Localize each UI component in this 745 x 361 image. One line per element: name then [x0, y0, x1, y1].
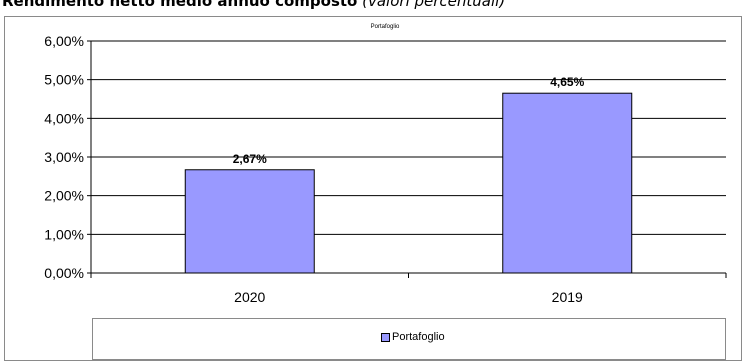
y-axis-ticks: 0,00% 1,00% 2,00% 3,00% 4,00% 5,00% 6,00% — [44, 33, 91, 281]
bars: 2,67% 4,65% — [184, 75, 633, 274]
y-tick-label: 3,00% — [44, 149, 84, 165]
y-tick-label: 5,00% — [44, 72, 84, 88]
chart-title: Portafoglio — [371, 24, 400, 30]
legend-label: Portafoglio — [392, 331, 445, 343]
y-tick-label: 6,00% — [44, 33, 84, 49]
heading-subtitle: (valori percentuali) — [362, 0, 506, 10]
y-tick-label: 1,00% — [44, 226, 84, 242]
data-label: 4,65% — [550, 75, 584, 89]
y-tick-label: 2,00% — [44, 188, 84, 204]
bar — [184, 169, 315, 274]
x-tick-label: 2020 — [234, 289, 265, 305]
data-label: 2,67% — [233, 152, 267, 166]
legend-swatch — [381, 332, 390, 342]
bar — [502, 92, 633, 274]
y-tick-label: 4,00% — [44, 110, 84, 126]
page-heading: Rendimento netto medio annuo composto (v… — [2, 0, 505, 12]
x-tick-label: 2019 — [552, 289, 583, 305]
legend: Portafoglio — [92, 318, 726, 360]
heading-title: Rendimento netto medio annuo composto — [2, 0, 358, 10]
y-tick-label: 0,00% — [44, 265, 84, 281]
x-axis-ticks: 2020 2019 — [90, 273, 727, 305]
legend-item: Portafoglio — [381, 331, 445, 343]
